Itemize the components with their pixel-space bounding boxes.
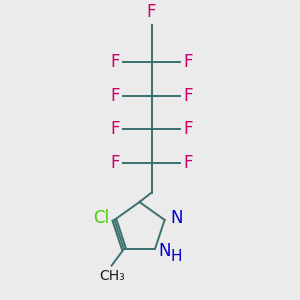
Text: Cl: Cl (93, 209, 109, 227)
Text: N: N (170, 209, 182, 227)
Text: F: F (110, 120, 119, 138)
Text: F: F (110, 86, 119, 104)
Text: F: F (184, 154, 193, 172)
Text: F: F (184, 53, 193, 71)
Text: F: F (184, 86, 193, 104)
Text: H: H (171, 249, 182, 264)
Text: F: F (184, 120, 193, 138)
Text: F: F (147, 3, 156, 21)
Text: F: F (110, 154, 119, 172)
Text: N: N (159, 242, 171, 260)
Text: CH₃: CH₃ (99, 269, 124, 283)
Text: F: F (110, 53, 119, 71)
